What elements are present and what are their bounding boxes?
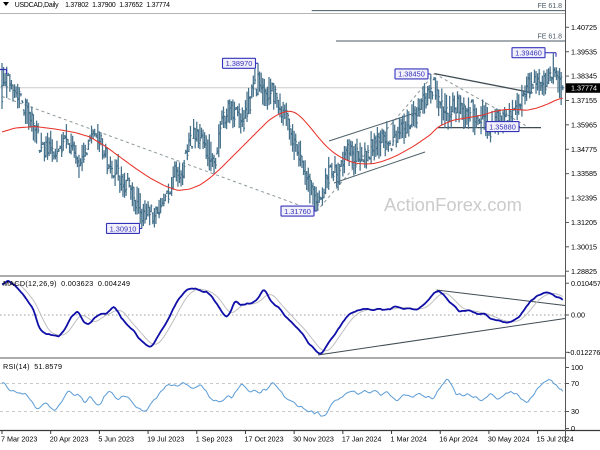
trendline-dashed[interactable] xyxy=(1,96,317,212)
price-axis-label: 1.40725 xyxy=(571,23,597,32)
macd-trendline xyxy=(317,318,566,356)
price-label-text: 1.30910 xyxy=(110,224,137,233)
macd-value-signal: 0.004249 xyxy=(97,278,131,288)
price-axis-label: 1.38345 xyxy=(571,72,597,81)
price-label-box[interactable] xyxy=(280,205,315,217)
rsi-label: RSI(14) xyxy=(3,361,30,371)
quote-close: 1.37774 xyxy=(146,2,170,9)
price-axis-label: 1.33585 xyxy=(571,169,597,178)
rsi-axis-label: 100 xyxy=(571,363,583,372)
trendline-channel[interactable] xyxy=(328,112,416,142)
date-label: 20 Apr 2023 xyxy=(50,435,89,444)
rsi-axis-label: 0 xyxy=(571,424,575,433)
date-label: 5 Jun 2023 xyxy=(98,435,134,444)
price-label-box[interactable] xyxy=(221,57,257,69)
price-axis-label: 1.37155 xyxy=(571,96,597,105)
quote-open: 1.37802 xyxy=(65,2,89,9)
current-price-tag xyxy=(566,83,600,93)
macd-axis-label: 0.00 xyxy=(571,311,585,320)
fib-expansion-label: FE 61.8 xyxy=(537,3,562,10)
price-axis-label: 1.39535 xyxy=(571,47,597,56)
date-label: 17 Oct 2023 xyxy=(244,435,283,444)
symbol-title-row: USDCAD,Daily 1.37802 1.37900 1.37652 1.3… xyxy=(3,2,170,9)
macd-axis-label: 0.010457 xyxy=(571,279,600,288)
date-label: 19 Jul 2023 xyxy=(147,435,184,444)
trendline-dashed[interactable] xyxy=(434,73,530,128)
macd-value-main: 0.003623 xyxy=(61,278,94,288)
price-label-text: 1.38970 xyxy=(226,59,253,68)
price-label-text: 1.38450 xyxy=(398,70,425,79)
price-label-box[interactable] xyxy=(394,68,429,80)
quote-low: 1.37652 xyxy=(119,2,143,9)
macd-axis-label: -0.012276 xyxy=(568,348,600,357)
price-label-text: 1.35880 xyxy=(489,122,516,131)
price-axis-label: 1.35965 xyxy=(571,120,597,129)
macd-main-line xyxy=(1,279,564,355)
macd-indicator-label-row: MACD(12,26,9) 0.003623 0.004249 xyxy=(3,279,130,288)
price-axis-label: 1.34775 xyxy=(571,145,597,154)
rsi-indicator-label-row: RSI(14) 51.8579 xyxy=(3,362,62,371)
symbol-dropdown-icon[interactable] xyxy=(3,2,9,6)
macd-signal-line xyxy=(1,281,563,352)
date-label: 7 Mar 2023 xyxy=(1,435,37,444)
price-axis-label: 1.32395 xyxy=(571,194,597,203)
price-axis-label: 1.28825 xyxy=(571,267,597,276)
date-label: 1 Sep 2023 xyxy=(196,435,233,444)
price-label-box[interactable] xyxy=(511,47,546,59)
current-price-tag-text: 1.37774 xyxy=(571,83,597,92)
fib-expansion-label: FE 61.8 xyxy=(537,34,562,41)
trendline-channel[interactable] xyxy=(333,151,426,184)
price-label-text: 1.31760 xyxy=(284,207,311,216)
rsi-value: 51.8579 xyxy=(34,361,63,371)
rsi-line xyxy=(1,378,564,417)
date-label: 30 May 2024 xyxy=(488,435,530,444)
quote-high: 1.37900 xyxy=(92,2,116,9)
price-label-text: 1.39460 xyxy=(515,49,542,58)
price-label-box[interactable] xyxy=(105,222,141,235)
date-label: 1 Mar 2024 xyxy=(391,435,427,444)
trendline-dark[interactable] xyxy=(434,72,533,94)
date-label: 17 Jan 2024 xyxy=(342,435,382,444)
date-label: 30 Nov 2023 xyxy=(293,435,334,444)
symbol-timeframe-label: USDCAD,Daily xyxy=(14,2,59,9)
price-label-box[interactable] xyxy=(485,121,520,133)
rsi-axis-label: 70 xyxy=(571,379,579,388)
macd-trendline xyxy=(436,289,566,306)
ma-line xyxy=(1,97,563,191)
rsi-axis-label: 30 xyxy=(571,407,579,416)
price-axis-label: 1.30015 xyxy=(571,242,597,251)
price-axis-label: 1.31205 xyxy=(571,218,597,227)
clipped-price-label xyxy=(0,68,8,74)
watermark: ActionForex.com xyxy=(384,193,522,215)
date-label: 16 Apr 2024 xyxy=(439,435,478,444)
macd-label: MACD(12,26,9) xyxy=(3,278,57,288)
date-label: 15 Jul 2024 xyxy=(537,435,574,444)
